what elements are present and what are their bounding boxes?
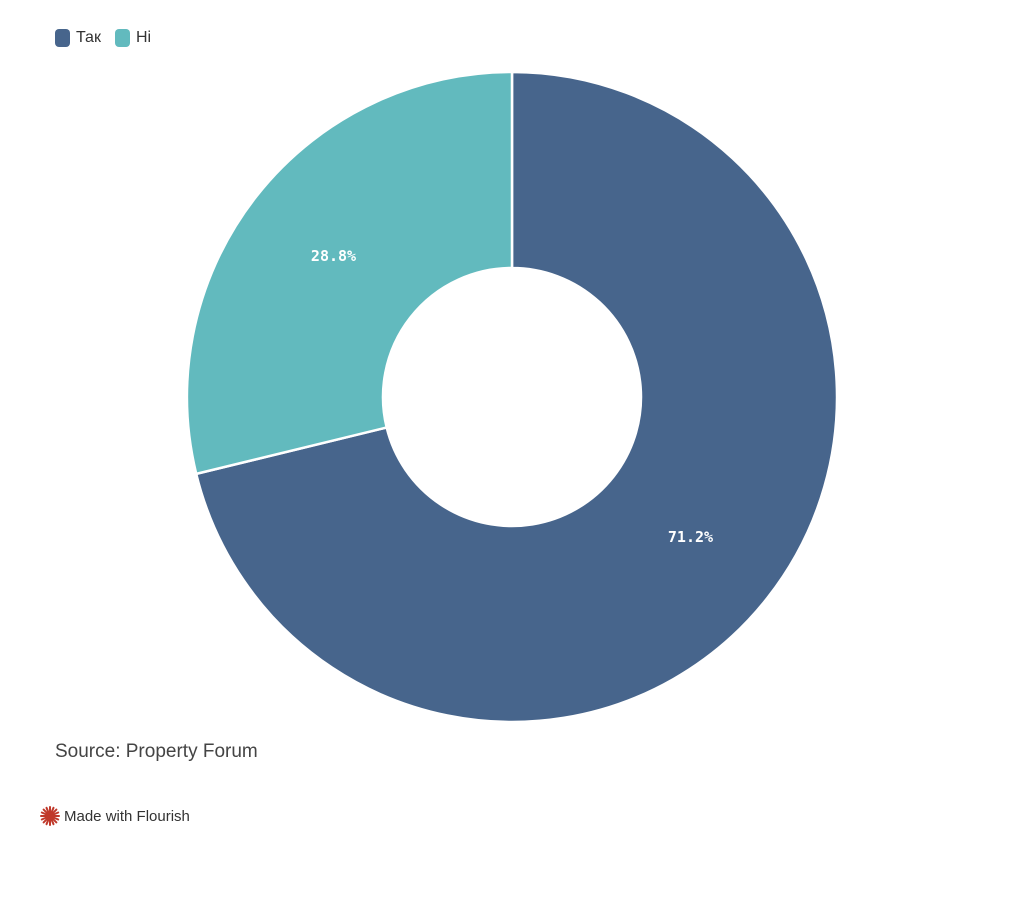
slice-value-label-tak: 71.2% [668, 528, 713, 546]
chart-legend: Так Ні [55, 29, 151, 47]
legend-label-ni: Ні [135, 29, 152, 46]
legend-label-tak: Так [76, 29, 101, 46]
legend-item-tak[interactable]: Так [55, 29, 101, 47]
flourish-logo-icon [40, 806, 60, 826]
legend-swatch-tak [55, 29, 70, 47]
source-note: Source: Property Forum [55, 741, 258, 762]
legend-swatch-ni [114, 29, 130, 47]
slice-value-label-ni: 28.8% [311, 247, 356, 265]
donut-slice-tak[interactable] [194, 70, 839, 724]
legend-item-ni[interactable]: Ні [114, 29, 152, 47]
donut-labels: 71.2% 28.8% [311, 247, 713, 546]
donut-slice-ni[interactable] [185, 70, 514, 476]
credit-text: Made with Flourish [64, 807, 190, 825]
donut-slices [185, 70, 839, 724]
flourish-credit[interactable]: Made with Flourish [40, 806, 190, 826]
